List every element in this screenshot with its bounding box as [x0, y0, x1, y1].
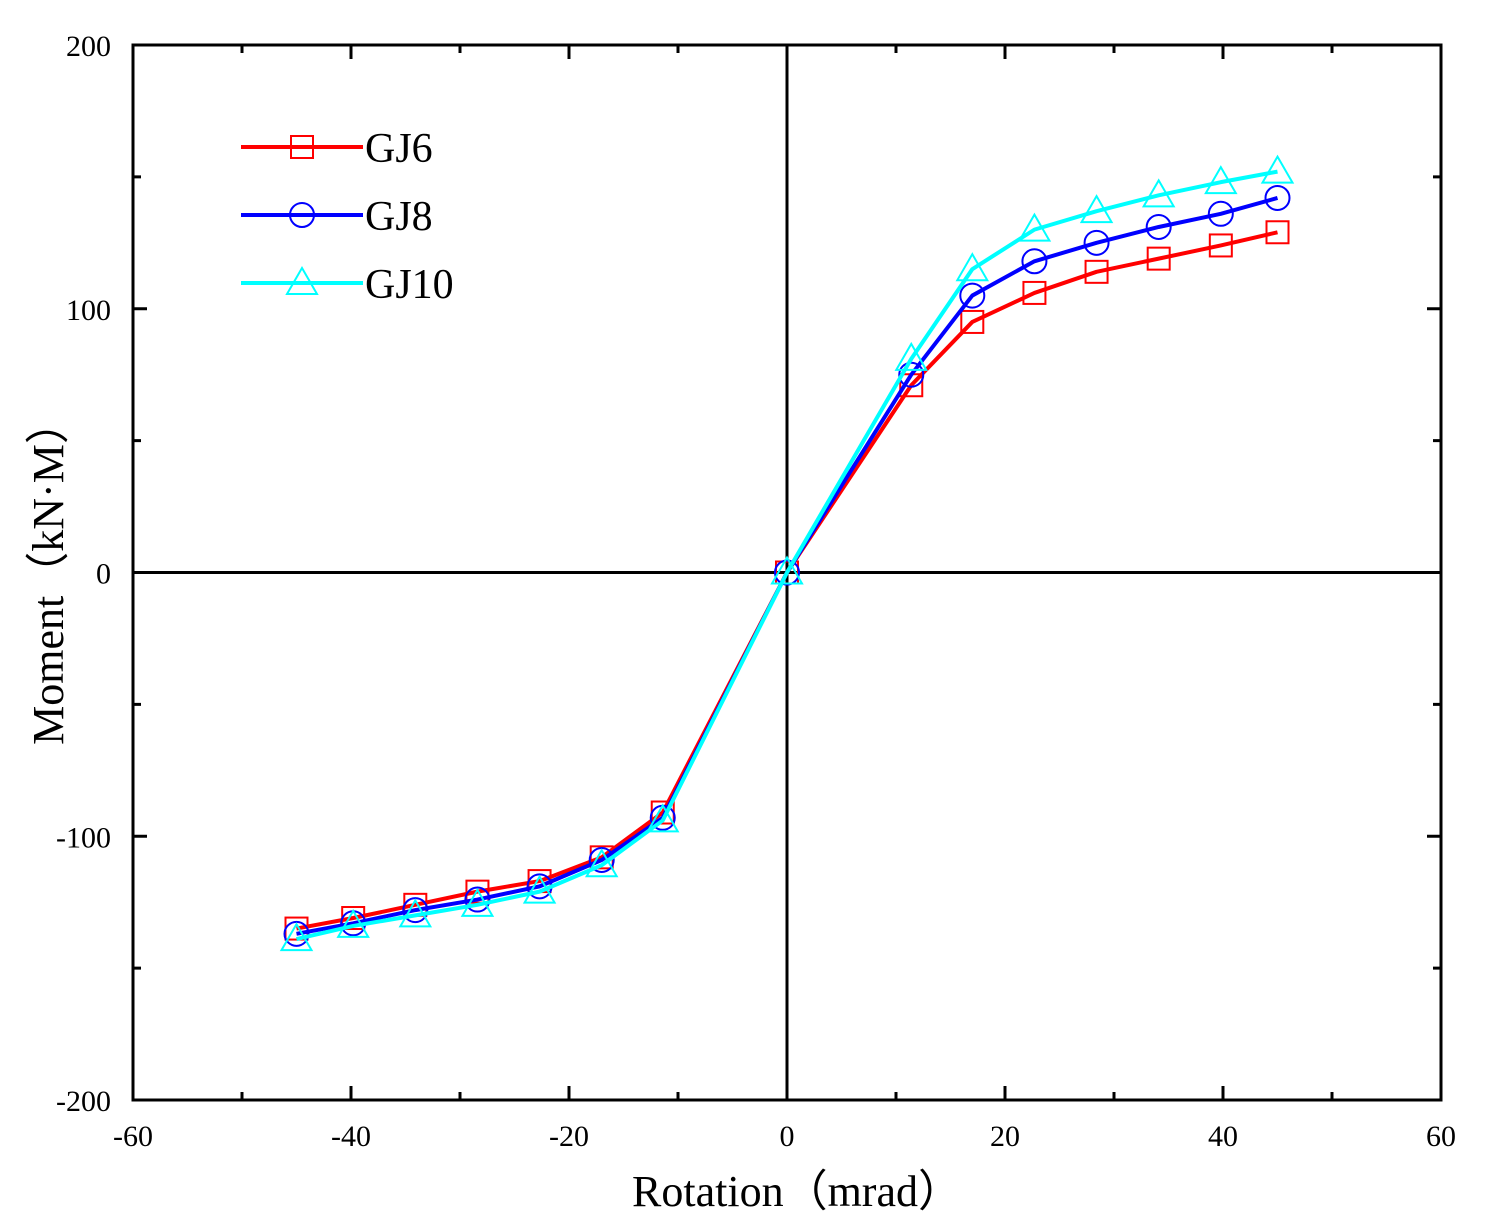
y-tick-label: 200 [66, 30, 111, 63]
legend-marker-triangle [285, 265, 319, 295]
y-tick-label: 100 [66, 294, 111, 327]
x-tick-label: 0 [780, 1120, 795, 1153]
legend-label: GJ6 [365, 126, 433, 172]
data-point-gj8 [588, 846, 615, 873]
data-point-gj10 [1079, 194, 1114, 224]
legend: GJ6 GJ8 GJ10 [241, 126, 454, 308]
data-point-gj10 [1260, 154, 1295, 184]
series-layer [279, 154, 1295, 952]
legend-marker-square [290, 135, 314, 159]
legend-item-gj10: GJ10 [241, 262, 454, 308]
x-tick-label: -60 [113, 1120, 153, 1153]
data-point-gj6 [465, 879, 490, 904]
data-point-gj10 [894, 341, 928, 371]
data-point-gj8 [1264, 184, 1291, 211]
data-point-gj8 [1083, 229, 1110, 256]
data-point-gj10 [1017, 212, 1052, 242]
data-point-gj10 [1141, 178, 1176, 208]
data-point-gj8 [1145, 213, 1172, 240]
x-tick-label: 40 [1208, 1120, 1238, 1153]
x-tick-label: 60 [1426, 1120, 1456, 1153]
legend-label: GJ10 [365, 262, 454, 308]
legend-label: GJ8 [365, 194, 433, 240]
x-axis-title: Rotation（mrad） [632, 1167, 962, 1216]
data-point-gj6 [1022, 280, 1047, 305]
series-gj10 [279, 154, 1295, 952]
data-point-gj10 [1204, 165, 1238, 195]
data-point-gj8 [402, 897, 429, 924]
data-point-gj10 [279, 922, 314, 952]
data-point-gj6 [1146, 246, 1171, 271]
data-point-gj10 [460, 887, 495, 917]
legend-item-gj8: GJ8 [241, 194, 433, 240]
data-point-gj10 [646, 803, 680, 833]
data-point-gj6 [1084, 259, 1109, 284]
data-point-gj8 [283, 920, 310, 947]
plot-frame [131, 43, 1443, 1102]
y-axis-title: Moment（kN·M） [24, 400, 73, 745]
data-point-gj8 [1207, 200, 1234, 227]
data-point-gj6 [1208, 233, 1233, 258]
data-point-gj10 [584, 848, 619, 878]
data-point-gj6 [1265, 220, 1290, 245]
y-tick-label: -100 [56, 821, 111, 854]
y-tick-label: 0 [96, 558, 111, 591]
data-point-gj8 [464, 886, 491, 913]
data-point-gj8 [1021, 248, 1048, 275]
legend-marker-circle [289, 202, 315, 228]
y-tick-label: -200 [56, 1085, 111, 1118]
data-point-gj10 [522, 874, 557, 904]
data-point-gj10 [398, 898, 433, 928]
data-point-gj10 [336, 908, 370, 938]
legend-item-gj6: GJ6 [241, 126, 433, 172]
data-point-gj8 [959, 282, 986, 309]
data-point-gj10 [770, 555, 804, 585]
x-tick-label: 20 [990, 1120, 1020, 1153]
data-point-gj6 [960, 309, 985, 334]
x-tick-label: -40 [331, 1120, 371, 1153]
x-tick-label: -20 [549, 1120, 589, 1153]
data-point-gj10 [955, 252, 990, 282]
series-line-gj10 [296, 169, 1278, 942]
